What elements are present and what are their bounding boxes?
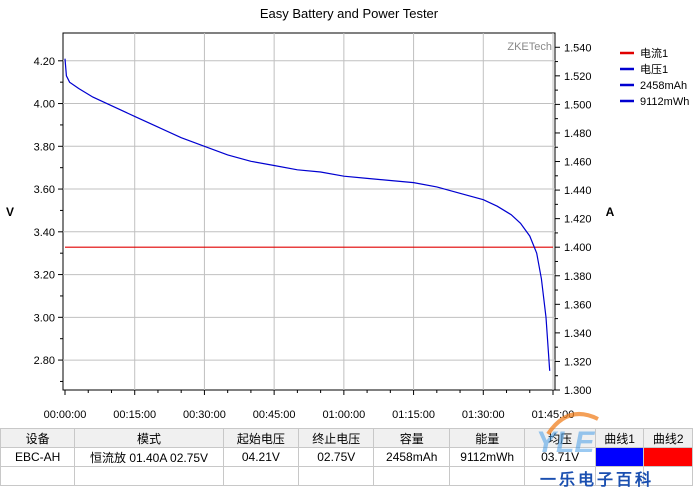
cell-start-voltage: 04.21V [222, 447, 300, 467]
y-left-tick-label: 4.20 [34, 56, 55, 68]
legend-label: 电流1 [640, 46, 668, 60]
y-right-tick-label: 1.420 [564, 214, 592, 226]
header-energy: 能量 [448, 428, 526, 448]
x-tick-label: 01:45:00 [532, 409, 575, 421]
y-left-tick-label: 3.40 [34, 227, 55, 239]
x-tick-label: 00:15:00 [113, 409, 156, 421]
y-right-tick-label: 1.320 [564, 356, 592, 368]
cell-energy: 9112mWh [448, 447, 526, 467]
y-left-tick-label: 3.80 [34, 141, 55, 153]
header-start-voltage: 起始电压 [222, 428, 300, 448]
y-right-tick-label: 1.360 [564, 299, 592, 311]
cell-mode: 恒流放 01.40A 02.75V [74, 447, 224, 467]
header-mode: 模式 [74, 428, 224, 448]
left-axis: 4.20 4.00 3.80 3.60 3.40 3.20 3.00 2.80 [34, 56, 63, 382]
y-right-tick-label: 1.480 [564, 128, 592, 140]
legend-label: 2458mAh [640, 80, 687, 92]
battery-discharge-chart: Easy Battery and Power Tester 4.20 4.00 3.… [6, 6, 689, 421]
y-right-tick-label: 1.500 [564, 99, 592, 111]
result-table: 设备 模式 起始电压 终止电压 容量 能量 均压 曲线1 曲线2 EBC-AH … [0, 428, 693, 486]
table-empty-row [0, 466, 693, 486]
site-name-watermark: 一乐电子百科 [540, 472, 655, 489]
legend: 电流1 电压1 2458mAh 9112mWh [620, 46, 689, 108]
series-line-电压1 [64, 58, 551, 371]
y-right-tick-label: 1.400 [564, 242, 592, 254]
legend-label: 电压1 [640, 63, 668, 76]
y-right-tick-label: 1.340 [564, 328, 592, 340]
grid-lines [63, 33, 555, 390]
x-tick-label: 00:45:00 [253, 409, 296, 421]
x-tick-label: 00:00:00 [44, 409, 87, 421]
table-header-row: 设备 模式 起始电压 终止电压 容量 能量 均压 曲线1 曲线2 [0, 428, 693, 448]
y-left-tick-label: 3.00 [34, 312, 55, 324]
y-left-tick-label: 2.80 [34, 355, 55, 367]
x-axis: 00:00:00 00:15:00 00:30:00 00:45:00 01:00:00… [44, 390, 575, 421]
y-left-label: V [6, 205, 14, 219]
right-axis: 1.540 1.520 1.500 1.480 1.460 1.440 1.420 1.400… [555, 42, 592, 397]
plot-area [62, 32, 556, 391]
header-avg-voltage: 均压 [524, 428, 596, 448]
y-right-tick-label: 1.380 [564, 271, 592, 283]
y-left-tick-label: 3.20 [34, 270, 55, 282]
header-curve2: 曲线2 [643, 428, 693, 448]
header-capacity: 容量 [373, 428, 450, 448]
chart-title: Easy Battery and Power Tester [260, 6, 439, 21]
y-right-tick-label: 1.300 [564, 385, 592, 397]
x-tick-label: 01:15:00 [392, 409, 435, 421]
header-curve1: 曲线1 [594, 428, 645, 448]
y-right-tick-label: 1.540 [564, 42, 592, 54]
y-right-tick-label: 1.440 [564, 185, 592, 197]
table-row: EBC-AH 恒流放 01.40A 02.75V 04.21V 02.75V 2… [0, 447, 693, 467]
legend-label: 9112mWh [640, 96, 689, 108]
cell-device: EBC-AH [0, 447, 76, 467]
cell-curve1-swatch [594, 447, 645, 467]
y-left-tick-label: 4.00 [34, 99, 55, 111]
y-right-tick-label: 1.520 [564, 71, 592, 83]
cell-end-voltage: 02.75V [298, 447, 375, 467]
y-left-tick-label: 3.60 [34, 184, 55, 196]
header-end-voltage: 终止电压 [298, 428, 375, 448]
watermark-zketech: ZKETech [507, 41, 552, 53]
cell-curve2-swatch [643, 447, 693, 467]
x-tick-label: 01:00:00 [322, 409, 365, 421]
cell-avg-voltage: 03.71V [524, 447, 596, 467]
header-device: 设备 [0, 428, 76, 448]
x-tick-label: 01:30:00 [462, 409, 505, 421]
y-right-tick-label: 1.460 [564, 157, 592, 169]
series-group [64, 58, 553, 371]
x-tick-label: 00:30:00 [183, 409, 226, 421]
y-right-label: A [606, 205, 615, 219]
cell-capacity: 2458mAh [373, 447, 450, 467]
